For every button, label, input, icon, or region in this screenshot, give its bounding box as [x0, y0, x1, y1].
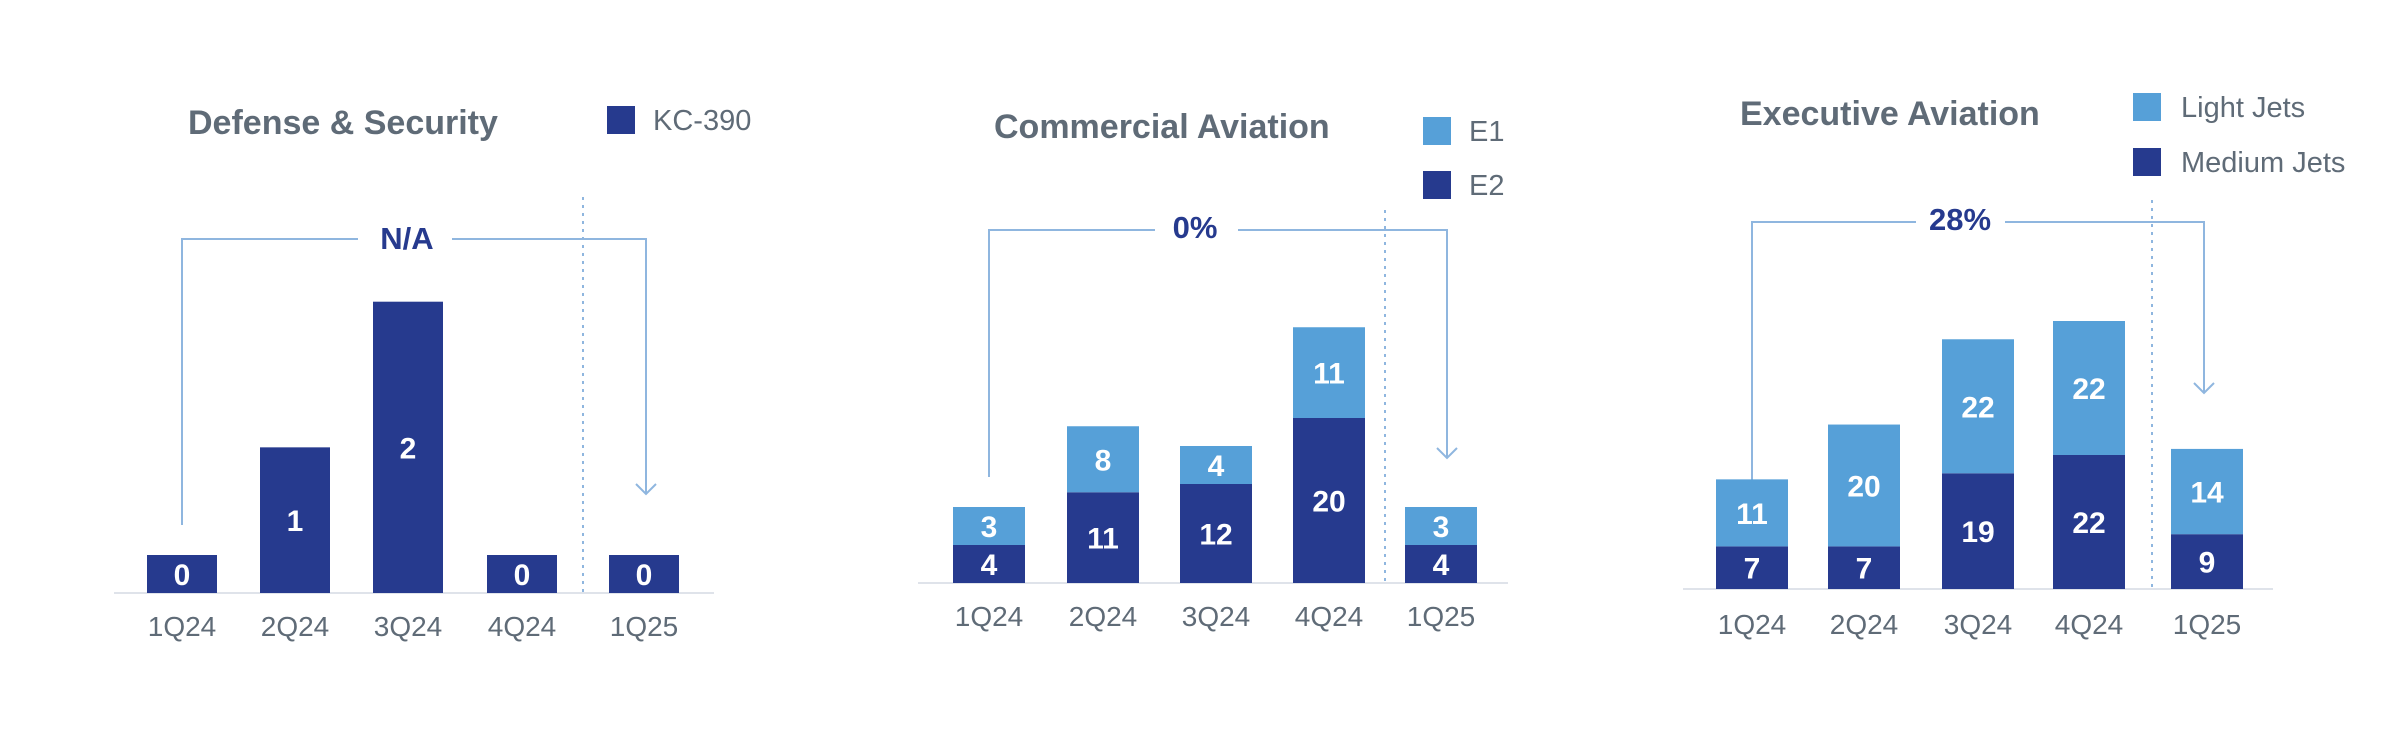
data-label: 3 — [1433, 511, 1450, 544]
data-label: 22 — [1961, 391, 1994, 424]
bracket-left-line — [1751, 221, 1916, 522]
bracket-right-line — [1238, 229, 1448, 458]
legend-swatch-e2 — [1423, 171, 1451, 199]
data-label: 4 — [1208, 450, 1225, 483]
bar-light-jets-1q24 — [1716, 479, 1788, 547]
data-label: 0 — [514, 559, 531, 592]
bar-e2-3q24 — [1180, 484, 1252, 583]
x-tick-label: 2Q24 — [261, 611, 330, 642]
data-label: 19 — [1961, 516, 1994, 549]
legend-swatch-kc-390 — [607, 106, 635, 134]
legend-swatch-e1 — [1423, 117, 1451, 145]
bar-medium-jets-4q24 — [2053, 455, 2125, 589]
bar-e1-3q24 — [1180, 446, 1252, 484]
bracket-left-line — [988, 229, 1155, 477]
data-label: 0 — [636, 559, 653, 592]
executive-aviation-chart: Executive Aviation Light Jets Medium Jet… — [1683, 92, 2345, 640]
bar-e1-1q24 — [953, 507, 1025, 545]
x-tick-label: 3Q24 — [1182, 601, 1251, 632]
bar-e1-1q25 — [1405, 507, 1477, 545]
bar-kc-390-4q24 — [487, 555, 557, 593]
growth-bracket — [988, 229, 1458, 477]
chart-title: Defense & Security — [188, 104, 498, 142]
bar-e2-1q24 — [953, 545, 1025, 583]
legend-label-kc-390: KC-390 — [653, 105, 751, 137]
bar-light-jets-1q25 — [2171, 448, 2243, 535]
legend-swatch-light-jets — [2133, 93, 2161, 121]
growth-bracket — [1751, 221, 2215, 522]
data-label: 3 — [981, 511, 998, 544]
growth-bracket — [181, 238, 657, 525]
bar-e1-2q24 — [1067, 426, 1139, 493]
bar-light-jets-3q24 — [1942, 339, 2014, 474]
arrow-down-icon — [2193, 382, 2215, 395]
data-label: 11 — [1736, 498, 1768, 531]
x-tick-label: 4Q24 — [2055, 609, 2124, 640]
data-label: 1 — [287, 505, 304, 538]
x-tick-label: 4Q24 — [1295, 601, 1364, 632]
bar-e2-1q25 — [1405, 545, 1477, 583]
data-label: 4 — [981, 549, 998, 582]
data-label: 4 — [1433, 549, 1450, 582]
bar-medium-jets-3q24 — [1942, 473, 2014, 589]
data-label: 9 — [2199, 547, 2216, 580]
commercial-aviation-chart: Commercial Aviation E1 E2 0% 4 3 11 8 12 4 20 1… — [918, 108, 1508, 632]
legend-label-e1: E1 — [1469, 116, 1504, 148]
x-tick-label: 1Q25 — [1407, 601, 1476, 632]
data-label: 0 — [174, 559, 191, 592]
bar-kc-390-2q24 — [260, 447, 330, 593]
bar-e1-4q24 — [1293, 327, 1365, 418]
bar-kc-390-1q24 — [147, 555, 217, 593]
bracket-right-line — [452, 238, 647, 494]
data-label: 14 — [2190, 477, 2224, 510]
x-tick-label: 1Q25 — [2173, 609, 2242, 640]
bar-e2-2q24 — [1067, 492, 1139, 583]
data-label: 11 — [1313, 358, 1345, 391]
x-tick-label: 1Q24 — [148, 611, 217, 642]
x-tick-label: 1Q24 — [1718, 609, 1787, 640]
x-tick-label: 4Q24 — [488, 611, 557, 642]
x-tick-label: 3Q24 — [374, 611, 443, 642]
legend-label-medium-jets: Medium Jets — [2181, 147, 2345, 179]
data-label: 7 — [1744, 553, 1761, 586]
legend-label-e2: E2 — [1469, 170, 1504, 202]
data-label: 12 — [1199, 519, 1232, 552]
data-label: 20 — [1312, 486, 1345, 519]
defense-security-chart: Defense & Security KC-390 N/A 0 1 2 0 0 1Q24… — [114, 104, 751, 642]
data-label: 22 — [2072, 507, 2105, 540]
bar-light-jets-4q24 — [2053, 321, 2125, 455]
x-tick-label: 2Q24 — [1069, 601, 1138, 632]
x-tick-label: 3Q24 — [1944, 609, 2013, 640]
bar-kc-390-3q24 — [373, 301, 443, 593]
data-label: 7 — [1856, 553, 1873, 586]
legend-label-light-jets: Light Jets — [2181, 92, 2305, 124]
legend-swatch-medium-jets — [2133, 148, 2161, 176]
chart-title: Executive Aviation — [1740, 95, 2040, 133]
data-label: 11 — [1087, 523, 1119, 556]
bracket-right-line — [2005, 221, 2205, 393]
data-label: 22 — [2072, 373, 2105, 406]
chart-title: Commercial Aviation — [994, 108, 1330, 146]
bar-light-jets-2q24 — [1828, 424, 1900, 547]
x-tick-label: 1Q24 — [955, 601, 1024, 632]
data-label: 8 — [1095, 444, 1112, 477]
x-tick-label: 2Q24 — [1830, 609, 1899, 640]
bar-medium-jets-1q25 — [2171, 534, 2243, 589]
growth-label: 28% — [1929, 202, 1991, 237]
arrow-down-icon — [635, 483, 657, 496]
bar-kc-390-1q25 — [609, 555, 679, 593]
data-label: 20 — [1847, 470, 1880, 503]
bar-medium-jets-1q24 — [1716, 546, 1788, 589]
x-tick-label: 1Q25 — [610, 611, 679, 642]
arrow-down-icon — [1436, 447, 1458, 460]
bar-medium-jets-2q24 — [1828, 546, 1900, 589]
growth-label: 0% — [1173, 210, 1218, 245]
bar-e2-4q24 — [1293, 418, 1365, 583]
growth-label: N/A — [380, 221, 433, 256]
bracket-left-line — [181, 238, 358, 525]
data-label: 2 — [400, 432, 417, 465]
